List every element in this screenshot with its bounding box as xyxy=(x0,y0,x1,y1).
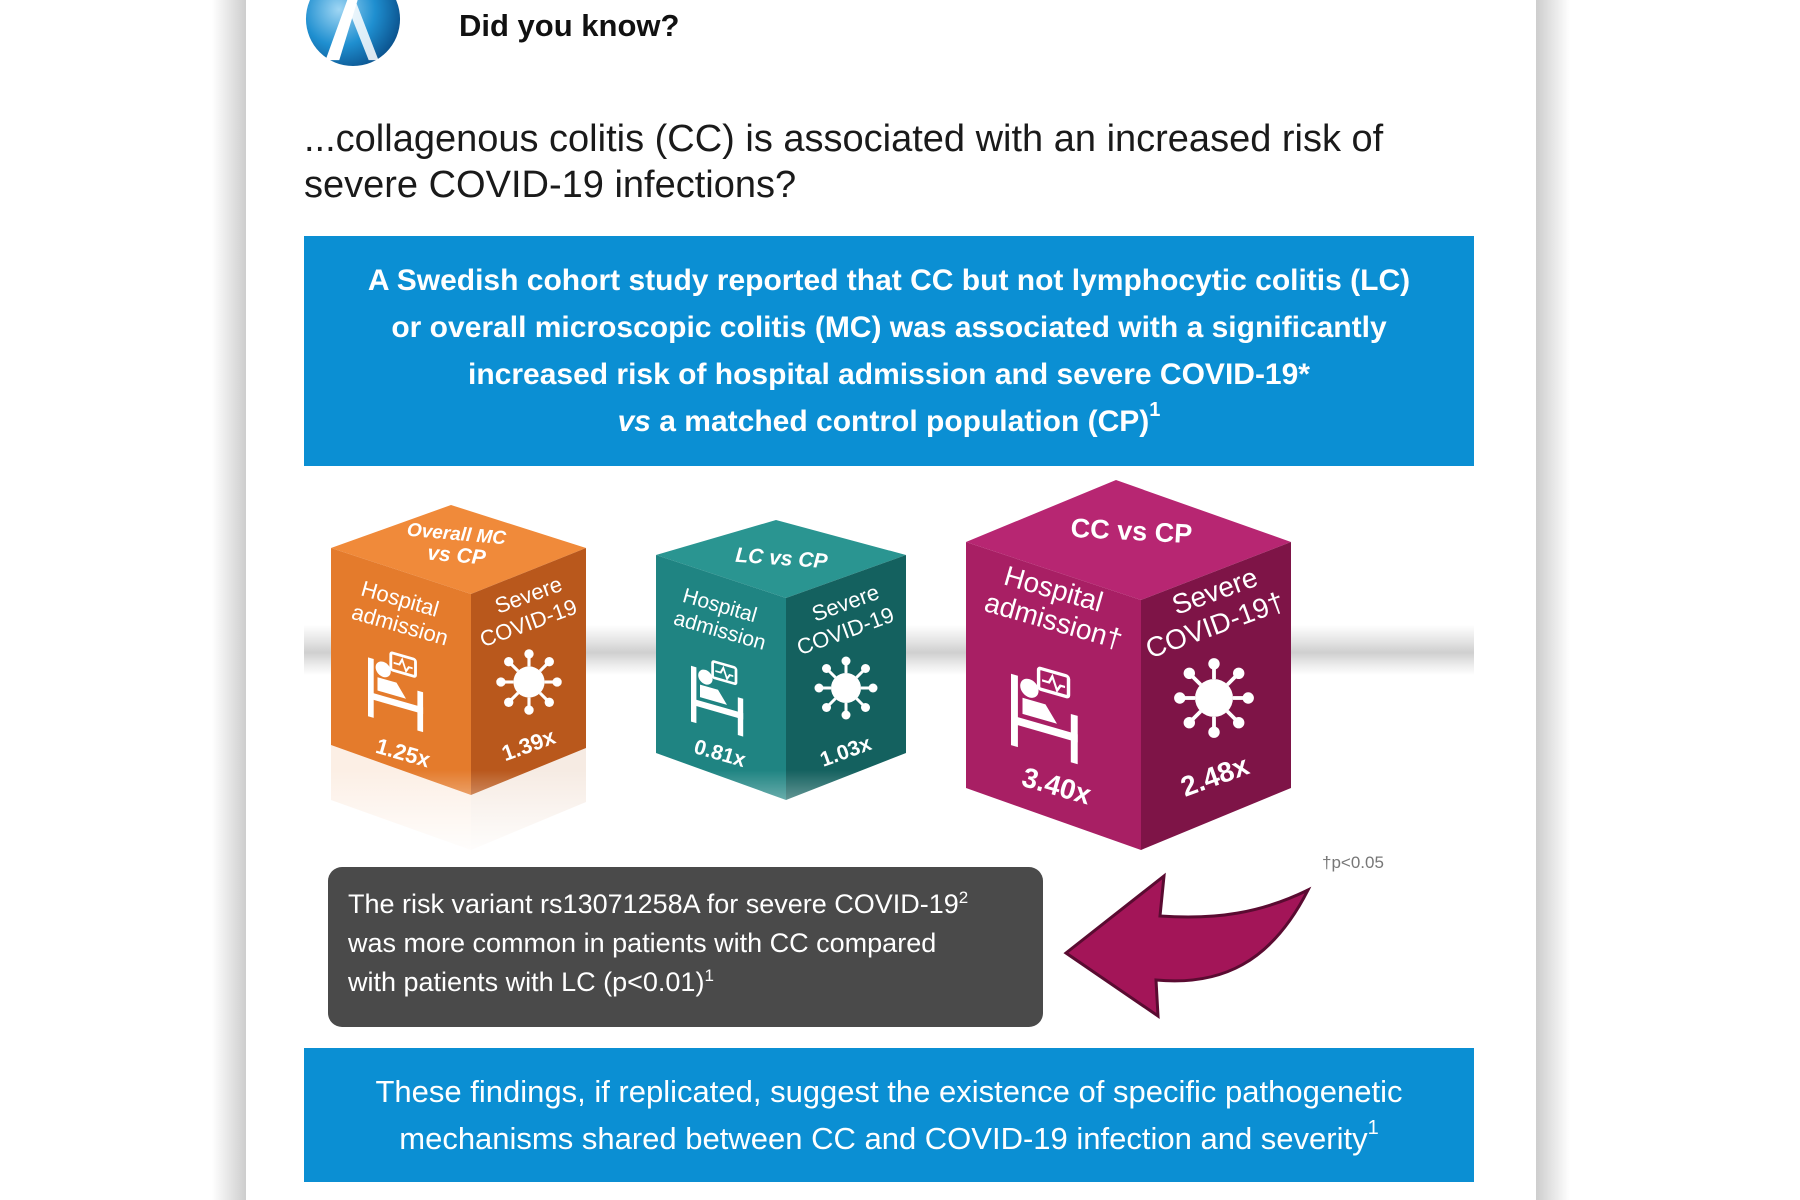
cube-cc-left-face xyxy=(966,542,1141,850)
intro-question: ...collagenous colitis (CC) is associate… xyxy=(304,118,1384,206)
variant-line-3-text: with patients with LC (p<0.01) xyxy=(348,967,705,997)
conclusion-box: These findings, if replicated, suggest t… xyxy=(304,1048,1474,1182)
brand-logo xyxy=(305,0,401,67)
variant-ref-2: 2 xyxy=(958,888,969,907)
variant-line-2: was more common in patients with CC comp… xyxy=(348,928,937,958)
content-card: Did you know? ...collagenous colitis (CC… xyxy=(246,0,1536,1200)
conclusion-line-1: These findings, if replicated, suggest t… xyxy=(375,1074,1403,1109)
variant-line-3: with patients with LC (p<0.01)1 xyxy=(348,963,1023,1002)
variant-ref-1: 1 xyxy=(704,966,714,985)
cube-cc: CC vs CP Hospital admission† 3.40x Sever… xyxy=(966,480,1291,850)
cube-cc-top-face xyxy=(966,480,1291,600)
cube-overall-mc: Overall MC vs CP Hospital admission 1.25… xyxy=(326,505,596,860)
study-summary-box: A Swedish cohort study reported that CC … xyxy=(304,236,1474,466)
cube-lc-top-face xyxy=(656,520,906,598)
curved-arrow-icon xyxy=(1063,872,1312,1019)
summary-line-4-text: a matched control population (CP) xyxy=(650,405,1150,438)
summary-line-2: or overall microscopic colitis (MC) was … xyxy=(391,311,1387,344)
summary-ref: 1 xyxy=(1149,399,1161,421)
virus-icon xyxy=(813,655,879,721)
cube-mc-top-face xyxy=(331,505,586,594)
page-shadow-right xyxy=(1536,0,1570,1200)
variant-line-1-text: The risk variant rs13071258A for severe … xyxy=(348,889,959,919)
conclusion-line-2: mechanisms shared between CC and COVID-1… xyxy=(304,1115,1474,1162)
conclusion-ref: 1 xyxy=(1367,1116,1379,1139)
cube-mc-title-2: vs CP xyxy=(426,542,487,570)
cube-lc-left-face xyxy=(656,555,786,800)
variant-line-1: The risk variant rs13071258A for severe … xyxy=(348,885,1023,924)
significance-footnote: †p<0.05 xyxy=(1322,853,1384,872)
summary-line-3: increased risk of hospital admission and… xyxy=(468,358,1310,391)
cube-cc-title: CC vs CP xyxy=(1070,513,1193,549)
cube-lc: LC vs CP Hospital admission 0.81x Severe… xyxy=(651,520,916,860)
risk-cubes-illustration: Overall MC vs CP Hospital admission 1.25… xyxy=(326,480,1291,860)
page-shadow-left xyxy=(212,0,246,1200)
virus-icon xyxy=(494,647,564,717)
conclusion-line-2-text: mechanisms shared between CC and COVID-1… xyxy=(399,1121,1368,1156)
summary-line-4: vs a matched control population (CP)1 xyxy=(304,398,1474,445)
virus-icon xyxy=(1172,656,1256,740)
summary-line-1: A Swedish cohort study reported that CC … xyxy=(367,264,1411,297)
page-title: Did you know? xyxy=(459,8,680,43)
summary-vs: vs xyxy=(617,405,651,438)
risk-variant-box: The risk variant rs13071258A for severe … xyxy=(328,867,1043,1027)
